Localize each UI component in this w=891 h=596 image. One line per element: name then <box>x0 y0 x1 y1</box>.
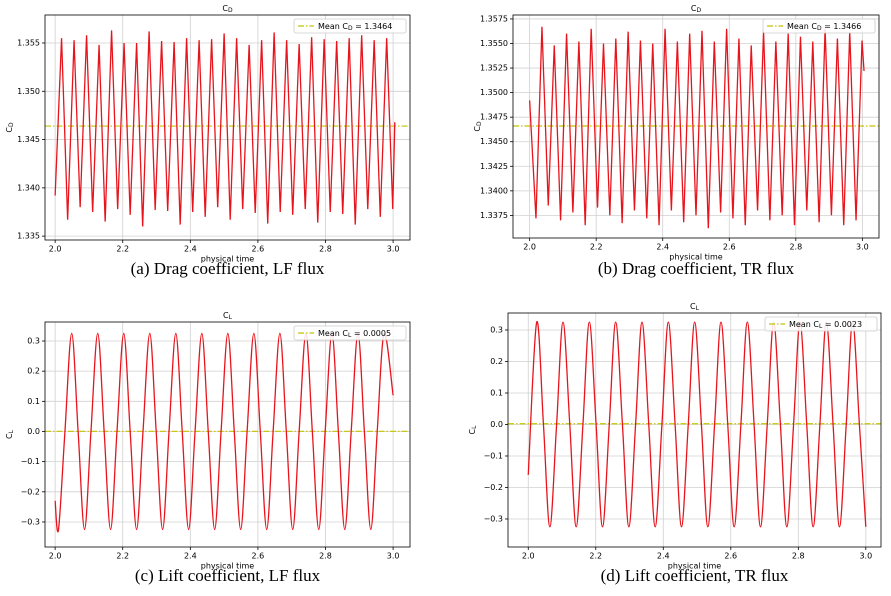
x-tick-label: 2.8 <box>319 552 332 561</box>
x-tick-label: 3.0 <box>387 552 400 561</box>
x-tick-label: 2.0 <box>523 243 536 252</box>
y-tick-label: 1.340 <box>17 183 40 192</box>
y-tick-label: 0.1 <box>490 388 503 397</box>
x-axis-label: physical time <box>201 562 254 571</box>
y-axis-label: CL <box>468 425 478 435</box>
data-line <box>528 26 865 229</box>
x-tick-label: 2.2 <box>589 552 602 561</box>
x-tick-label: 2.0 <box>522 552 535 561</box>
y-tick-label: 0.2 <box>27 367 40 376</box>
y-tick-label: 0.1 <box>27 397 40 406</box>
subplot: 2.0 2.2 2.4 2.6 2.8 3.0 −0.3 −0.2 −0.1 0.0 0.1 0.2 0… <box>5 311 411 585</box>
subplot-title: CL <box>690 302 700 312</box>
y-tick-label: 1.3525 <box>480 64 508 73</box>
y-tick-label: 1.355 <box>17 39 40 48</box>
x-tick-label: 2.4 <box>657 552 670 561</box>
x-tick-label: 2.2 <box>116 552 129 561</box>
y-tick-label: −0.3 <box>484 514 503 523</box>
y-tick-label: 1.3500 <box>480 88 508 97</box>
y-tick-label: 0.2 <box>490 357 503 366</box>
x-tick-label: 3.0 <box>856 243 869 252</box>
x-tick-label: 2.0 <box>49 245 62 254</box>
caption: (a) Drag coefficient, LF flux <box>131 259 325 278</box>
caption: (b) Drag coefficient, TR flux <box>598 259 795 278</box>
y-tick-label: 1.3400 <box>480 186 508 195</box>
subplot: 2.0 2.2 2.4 2.6 2.8 3.0 1.335 1.340 1.345 1.350 1.… <box>5 4 411 278</box>
legend-label: Mean CD = 1.3466 <box>787 22 861 32</box>
legend-box <box>293 325 407 341</box>
y-tick-label: 1.335 <box>17 232 40 241</box>
y-tick-label: −0.3 <box>21 517 40 526</box>
y-tick-label: 0.0 <box>490 420 503 429</box>
x-tick-label: 2.8 <box>789 243 802 252</box>
x-tick-label: 2.6 <box>252 552 265 561</box>
subplot: 2.0 2.2 2.4 2.6 2.8 3.0 −0.3 −0.2 −0.1 0.0 0.1 0.2 0… <box>468 302 882 585</box>
data-line <box>54 30 396 227</box>
x-tick-label: 2.2 <box>116 245 129 254</box>
y-tick-label: 1.3375 <box>480 211 508 220</box>
axes-frame <box>44 14 411 241</box>
subplot: 2.0 2.2 2.4 2.6 2.8 3.0 1.3375 1.3400 1.3425 1.34… <box>473 4 880 278</box>
y-tick-label: −0.2 <box>21 487 40 496</box>
y-tick-label: 0.3 <box>27 337 40 346</box>
y-tick-label: 1.3425 <box>480 162 508 171</box>
subplot-title: CD <box>222 4 233 14</box>
y-tick-label: 1.3575 <box>480 14 508 23</box>
y-tick-label: 0.0 <box>27 427 40 436</box>
y-tick-label: 1.350 <box>17 87 40 96</box>
x-tick-label: 2.4 <box>184 245 197 254</box>
y-tick-label: 1.3450 <box>480 137 508 146</box>
x-tick-label: 2.4 <box>656 243 669 252</box>
x-tick-label: 2.0 <box>49 552 62 561</box>
y-axis-label: CD <box>5 122 15 133</box>
axes-frame <box>512 14 880 239</box>
y-tick-label: −0.1 <box>21 457 40 466</box>
x-tick-label: 2.6 <box>252 245 265 254</box>
y-tick-label: 1.345 <box>17 135 40 144</box>
x-axis-label: physical time <box>669 253 722 262</box>
y-tick-label: −0.1 <box>484 451 503 460</box>
legend-label: Mean CD = 1.3464 <box>318 22 392 32</box>
caption: (c) Lift coefficient, LF flux <box>135 566 321 585</box>
x-tick-label: 2.6 <box>724 552 737 561</box>
y-axis-label: CL <box>5 429 15 439</box>
x-tick-label: 3.0 <box>387 245 400 254</box>
x-tick-label: 2.2 <box>590 243 603 252</box>
x-tick-label: 2.4 <box>184 552 197 561</box>
axes-frame <box>507 312 882 548</box>
x-tick-label: 2.8 <box>792 552 805 561</box>
y-axis-label: CD <box>473 121 483 132</box>
legend-box <box>293 18 407 34</box>
legend-box <box>762 18 876 34</box>
y-tick-label: 0.3 <box>490 326 503 335</box>
y-tick-label: −0.2 <box>484 483 503 492</box>
subplot-title: CL <box>223 311 233 321</box>
subplot-title: CD <box>691 4 702 14</box>
data-line <box>54 332 394 533</box>
caption: (d) Lift coefficient, TR flux <box>601 566 789 585</box>
x-axis-label: physical time <box>201 255 254 264</box>
data-line <box>527 321 867 528</box>
x-tick-label: 3.0 <box>859 552 872 561</box>
y-tick-label: 1.3550 <box>480 39 508 48</box>
axes-frame <box>44 321 411 548</box>
y-tick-label: 1.3475 <box>480 113 508 122</box>
x-axis-label: physical time <box>668 562 721 571</box>
x-tick-label: 2.6 <box>723 243 736 252</box>
legend-box <box>764 316 878 332</box>
x-tick-label: 2.8 <box>319 245 332 254</box>
legend-label: Mean CL = 0.0005 <box>318 329 391 339</box>
legend-label: Mean CL = 0.0023 <box>789 320 862 330</box>
